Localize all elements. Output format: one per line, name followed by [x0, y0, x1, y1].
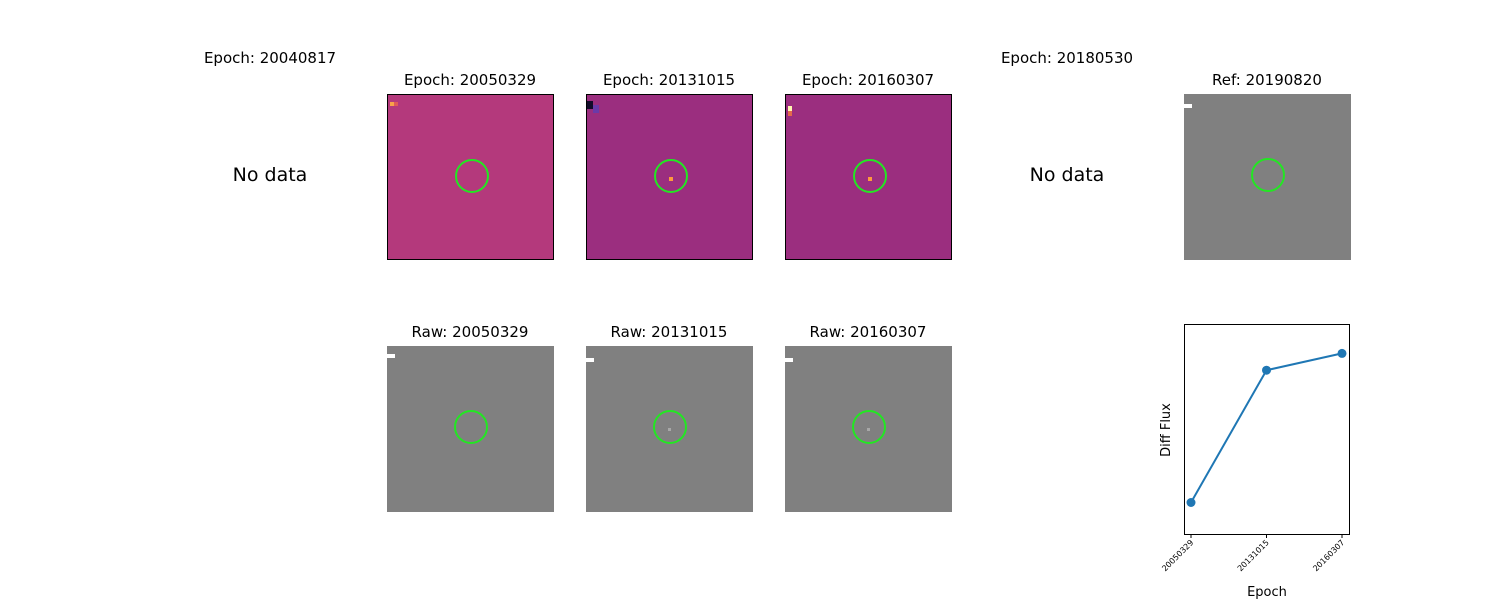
x-tick-label-20131015: 20131015 [1236, 538, 1271, 573]
diff-image-20160307 [785, 94, 952, 260]
x-axis-label: Epoch [1247, 585, 1287, 600]
diff-image-20131015 [586, 94, 753, 260]
data-point-20050329 [1186, 498, 1196, 507]
epoch-20040817-no-data: No data [232, 164, 308, 186]
epoch-20160307-title: Epoch: 20160307 [801, 71, 935, 89]
raw-20131015-title: Raw: 20131015 [610, 323, 728, 341]
epoch-20180530-title: Epoch: 20180530 [1000, 49, 1134, 67]
x-tick-label-20050329: 20050329 [1160, 538, 1195, 573]
raw-20160307-title: Raw: 20160307 [809, 323, 927, 341]
diff-image-20050329 [387, 94, 554, 260]
series-line [1190, 352, 1343, 503]
epoch-20040817-title: Epoch: 20040817 [203, 49, 337, 67]
raw-image-20050329 [387, 346, 554, 512]
aperture-circle [654, 159, 688, 193]
raw-20050329-title: Raw: 20050329 [411, 323, 529, 341]
plot-frame [1184, 324, 1350, 535]
data-point-20131015 [1262, 365, 1271, 375]
data-point-20160307 [1337, 348, 1347, 358]
aperture-circle [853, 159, 887, 193]
aperture-circle [852, 410, 886, 444]
ref-image-title: Ref: 20190820 [1212, 71, 1322, 89]
raw-image-20131015 [586, 346, 753, 512]
aperture-circle [455, 159, 489, 193]
aperture-circle [653, 410, 687, 444]
ref-image-20190820 [1184, 94, 1351, 260]
aperture-circle [1251, 158, 1285, 192]
x-tick-label-20160307: 20160307 [1311, 538, 1346, 573]
epoch-20131015-title: Epoch: 20131015 [602, 71, 736, 89]
y-axis-label: Diff Flux [1159, 403, 1174, 457]
epoch-20180530-no-data: No data [1029, 164, 1105, 186]
raw-image-20160307 [785, 346, 952, 512]
aperture-circle [454, 410, 488, 444]
epoch-20050329-title: Epoch: 20050329 [403, 71, 537, 89]
